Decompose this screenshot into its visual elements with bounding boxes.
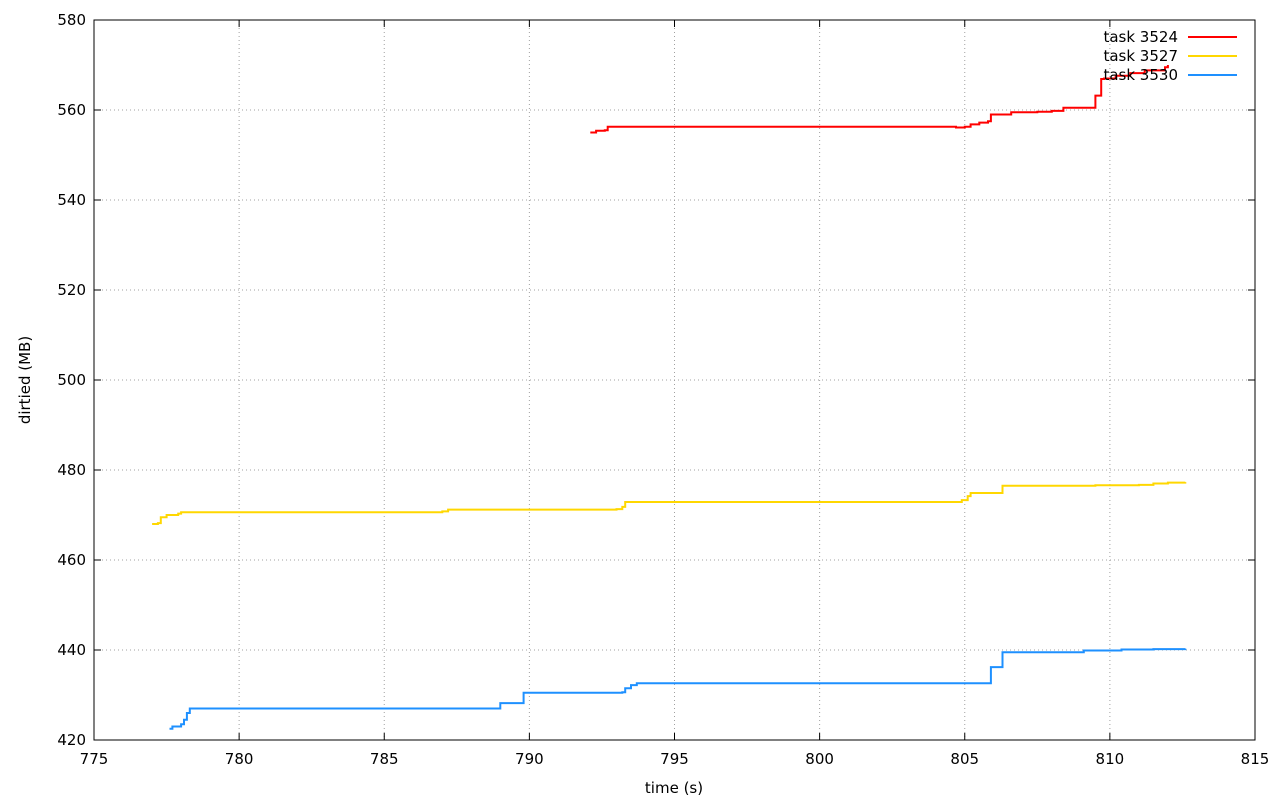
legend-label: task 3524 bbox=[1103, 28, 1178, 46]
y-tick-label: 480 bbox=[57, 461, 86, 479]
x-tick-label: 815 bbox=[1241, 750, 1270, 768]
y-tick-label: 560 bbox=[57, 101, 86, 119]
x-tick-label: 810 bbox=[1096, 750, 1125, 768]
y-tick-label: 500 bbox=[57, 371, 86, 389]
x-tick-label: 800 bbox=[805, 750, 834, 768]
x-tick-label: 775 bbox=[80, 750, 109, 768]
y-axis-label: dirtied (MB) bbox=[16, 336, 34, 424]
axis-ticks: 775 780 785 790 795 800 805 810 815 420 440 460 480 5… bbox=[57, 11, 1269, 768]
legend-label: task 3530 bbox=[1103, 66, 1178, 84]
x-axis-label: time (s) bbox=[645, 779, 703, 797]
plot-frame bbox=[93, 19, 1256, 741]
y-tick-label: 520 bbox=[57, 281, 86, 299]
y-tick-label: 540 bbox=[57, 191, 86, 209]
x-tick-label: 785 bbox=[370, 750, 399, 768]
x-tick-label: 805 bbox=[950, 750, 979, 768]
series-line bbox=[169, 648, 1187, 730]
series-lines bbox=[152, 65, 1187, 730]
grid-lines bbox=[94, 20, 1255, 740]
x-tick-label: 780 bbox=[225, 750, 254, 768]
series-line bbox=[590, 65, 1169, 134]
y-tick-label: 440 bbox=[57, 641, 86, 659]
y-tick-label: 580 bbox=[57, 11, 86, 29]
y-tick-label: 420 bbox=[57, 731, 86, 749]
series-line bbox=[152, 481, 1187, 525]
legend-label: task 3527 bbox=[1103, 47, 1178, 65]
y-tick-label: 460 bbox=[57, 551, 86, 569]
x-tick-label: 795 bbox=[660, 750, 689, 768]
x-tick-label: 790 bbox=[515, 750, 544, 768]
